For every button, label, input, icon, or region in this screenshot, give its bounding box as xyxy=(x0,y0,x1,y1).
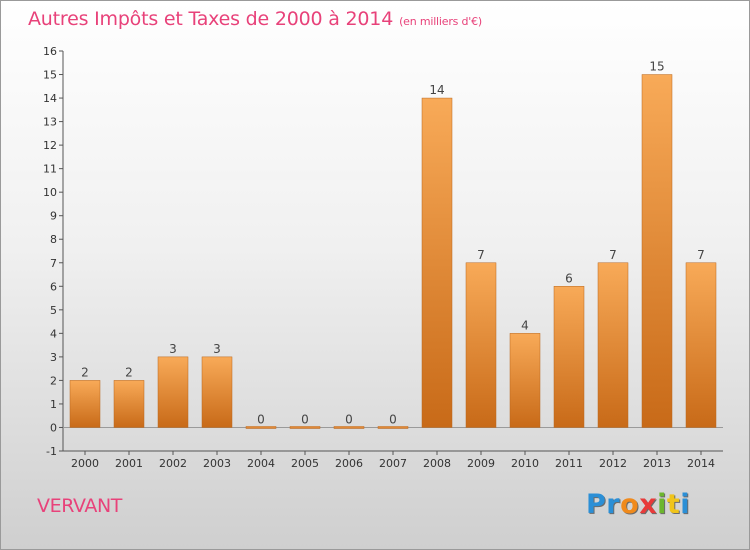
y-tick-label: 4 xyxy=(50,327,57,340)
data-label: 7 xyxy=(609,248,617,262)
x-tick-label: 2012 xyxy=(599,457,627,470)
chart-title: Autres Impôts et Taxes de 2000 à 2014 (en… xyxy=(28,8,482,30)
y-tick-label: 7 xyxy=(50,257,57,270)
x-tick-label: 2010 xyxy=(511,457,539,470)
data-label: 4 xyxy=(521,318,529,332)
data-label: 3 xyxy=(169,342,177,356)
data-label: 6 xyxy=(565,271,573,285)
y-tick-label: 2 xyxy=(50,374,57,387)
bar-2014 xyxy=(685,262,717,428)
x-tick-label: 2009 xyxy=(467,457,495,470)
chart-bars xyxy=(69,74,717,429)
x-tick-label: 2000 xyxy=(71,457,99,470)
bar-2006 xyxy=(333,426,365,429)
y-tick-label: 10 xyxy=(43,186,57,199)
bar-2008 xyxy=(421,97,453,428)
y-tick-label: 6 xyxy=(50,280,57,293)
x-tick-label: 2014 xyxy=(687,457,715,470)
bar-2002 xyxy=(157,356,189,428)
logo-letter: t xyxy=(666,489,681,520)
x-tick-label: 2011 xyxy=(555,457,583,470)
y-tick-label: 15 xyxy=(43,69,57,82)
data-label: 0 xyxy=(257,412,265,426)
x-tick-label: 2006 xyxy=(335,457,363,470)
data-label: 2 xyxy=(125,365,133,379)
x-tick-label: 2008 xyxy=(423,457,451,470)
x-tick-label: 2013 xyxy=(643,457,671,470)
bar-2013 xyxy=(641,74,673,428)
proxiti-logo: Proxiti xyxy=(586,489,690,520)
x-tick-label: 2002 xyxy=(159,457,187,470)
y-tick-label: 16 xyxy=(43,45,57,58)
data-label: 7 xyxy=(477,248,485,262)
x-tick-label: 2007 xyxy=(379,457,407,470)
y-tick-label: 3 xyxy=(50,351,57,364)
logo-letter: P xyxy=(586,489,607,520)
logo-letter: i xyxy=(657,489,667,520)
logo-letter: r xyxy=(606,489,621,520)
y-tick-label: -1 xyxy=(46,445,57,458)
bar-2000 xyxy=(69,380,101,428)
data-label: 0 xyxy=(345,412,353,426)
y-tick-label: 11 xyxy=(43,163,57,176)
x-tick-label: 2005 xyxy=(291,457,319,470)
x-tick-label: 2001 xyxy=(115,457,143,470)
y-tick-label: 0 xyxy=(50,421,57,434)
data-label: 3 xyxy=(213,342,221,356)
logo-letter: i xyxy=(680,489,691,520)
data-label: 0 xyxy=(301,412,309,426)
y-tick-label: 8 xyxy=(50,233,57,246)
bar-2003 xyxy=(201,356,233,428)
bar-2001 xyxy=(113,380,145,428)
y-tick-label: 1 xyxy=(50,398,57,411)
bar-2011 xyxy=(553,286,585,428)
data-label: 7 xyxy=(697,248,705,262)
y-tick-label: 13 xyxy=(43,116,57,129)
chart-subtitle: (en milliers d'€) xyxy=(399,15,482,28)
x-tick-label: 2004 xyxy=(247,457,275,470)
y-tick-label: 5 xyxy=(50,304,57,317)
x-tick-label: 2003 xyxy=(203,457,231,470)
data-label: 15 xyxy=(649,60,664,74)
bar-2009 xyxy=(465,262,497,428)
y-tick-label: 12 xyxy=(43,139,57,152)
logo-letter: x xyxy=(639,489,658,520)
y-tick-label: 14 xyxy=(43,92,57,105)
chart-title-text: Autres Impôts et Taxes de 2000 à 2014 xyxy=(28,8,394,30)
bar-2012 xyxy=(597,262,629,428)
data-label: 0 xyxy=(389,412,397,426)
chart-labels: 2 2 3 3 0 0 0 0 14 7 4 6 7 15 7 xyxy=(81,60,705,427)
y-tick-label: 9 xyxy=(50,210,57,223)
bar-2004 xyxy=(245,426,277,429)
bar-2005 xyxy=(289,426,321,429)
data-label: 14 xyxy=(429,83,444,97)
data-label: 2 xyxy=(81,365,89,379)
bar-2010 xyxy=(509,333,541,428)
logo-letter: o xyxy=(620,489,640,520)
commune-name: VERVANT xyxy=(37,495,122,517)
bar-2007 xyxy=(377,426,409,429)
